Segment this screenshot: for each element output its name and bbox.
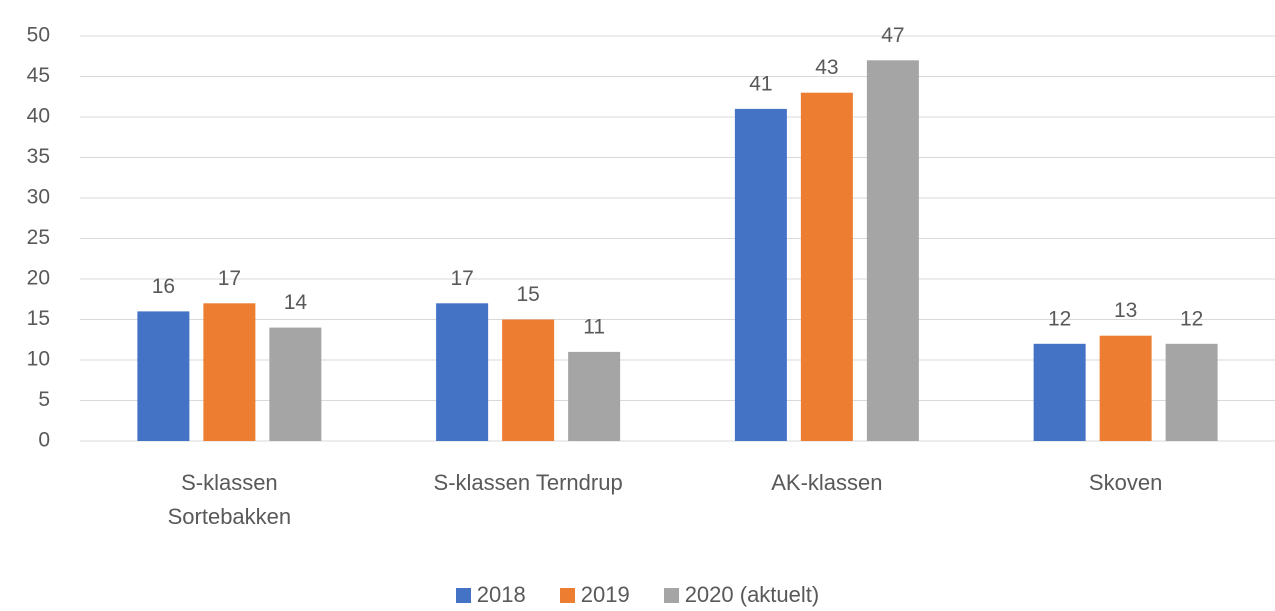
data-label: 11 bbox=[583, 315, 605, 338]
bar bbox=[1033, 343, 1086, 441]
bar bbox=[866, 60, 919, 442]
x-tick-label: Skoven bbox=[1088, 470, 1163, 495]
y-tick-label: 45 bbox=[27, 64, 50, 87]
data-label: 17 bbox=[450, 267, 473, 290]
legend-item: 2018 bbox=[455, 582, 526, 608]
legend-item: 2019 bbox=[559, 582, 630, 608]
bar bbox=[734, 108, 787, 442]
legend-swatch bbox=[663, 587, 679, 603]
y-tick-label: 50 bbox=[27, 24, 50, 47]
bar bbox=[436, 303, 489, 441]
bar bbox=[800, 92, 853, 441]
x-tick-label: S-klassen Terndrup bbox=[433, 470, 623, 495]
x-tick-label: S-klassen Sortebakken bbox=[167, 470, 292, 529]
data-label: 47 bbox=[881, 24, 904, 47]
bar bbox=[1099, 335, 1152, 441]
data-label: 14 bbox=[284, 291, 308, 314]
y-tick-label: 10 bbox=[27, 348, 50, 371]
bar bbox=[568, 351, 621, 441]
bar bbox=[137, 311, 190, 441]
y-tick-label: 30 bbox=[27, 186, 50, 209]
y-tick-label: 35 bbox=[27, 145, 50, 168]
legend-label: 2019 bbox=[580, 582, 630, 607]
legend-swatch bbox=[455, 587, 471, 603]
legend: 2018 2019 2020 (aktuelt) bbox=[0, 582, 1275, 608]
bar bbox=[502, 319, 555, 441]
legend-swatch bbox=[559, 587, 575, 603]
legend-label: 2020 (aktuelt) bbox=[684, 582, 820, 607]
data-label: 16 bbox=[152, 275, 175, 298]
y-tick-label: 5 bbox=[38, 388, 50, 411]
data-label: 12 bbox=[1180, 307, 1203, 330]
legend-item: 2020 (aktuelt) bbox=[663, 582, 820, 608]
bar bbox=[203, 303, 256, 441]
data-label: 13 bbox=[1114, 299, 1137, 322]
bar bbox=[1165, 343, 1218, 441]
data-label: 17 bbox=[218, 267, 241, 290]
y-tick-label: 15 bbox=[27, 307, 50, 330]
data-label: 15 bbox=[516, 283, 539, 306]
x-tick-label: AK-klassen bbox=[771, 470, 883, 495]
data-label: 12 bbox=[1048, 307, 1071, 330]
legend-label: 2018 bbox=[476, 582, 526, 607]
y-tick-label: 20 bbox=[27, 267, 50, 290]
bar bbox=[269, 327, 322, 441]
data-label: 43 bbox=[815, 56, 838, 79]
y-tick-label: 40 bbox=[27, 105, 50, 128]
y-tick-label: 0 bbox=[38, 429, 50, 452]
data-label: 41 bbox=[749, 72, 772, 95]
y-tick-label: 25 bbox=[27, 226, 50, 249]
